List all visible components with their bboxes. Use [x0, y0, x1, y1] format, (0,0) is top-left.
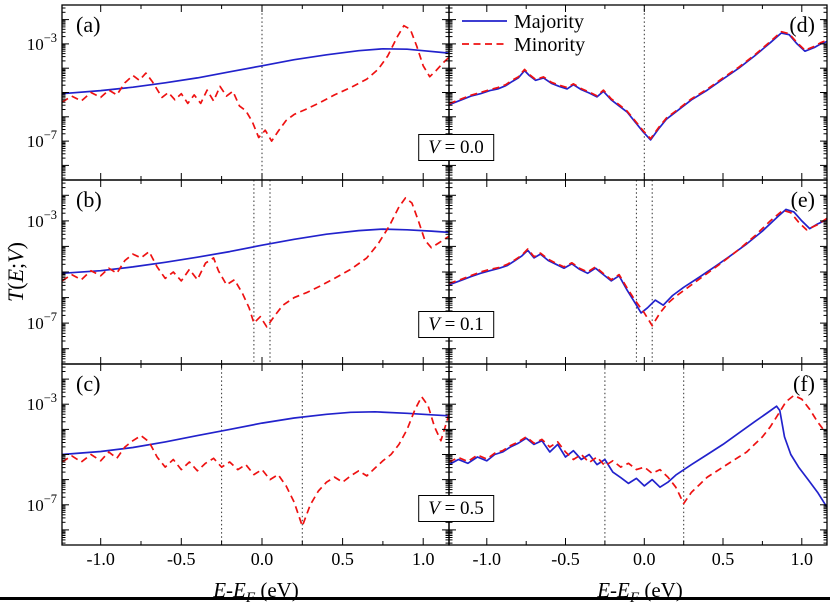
y-tick-label: 10−3	[27, 31, 57, 54]
panel-c: (c) 10−3 10−7 -1.0 -0.5 0.0 0.5 1.0	[27, 363, 450, 569]
y-tick-label: 10−7	[27, 492, 57, 515]
bias-label-v1: V = 0.1	[418, 311, 494, 338]
curve-minority-d	[448, 30, 828, 140]
curve-minority-b	[61, 197, 450, 328]
x-axis-title-left: E-EF (eV)	[213, 578, 299, 606]
curve-minority-f	[448, 394, 828, 505]
x-tick-label: 0.5	[331, 549, 354, 569]
panel-frame	[61, 4, 450, 181]
panel-letter: (f)	[793, 371, 815, 396]
x-tick-label: 0.5	[712, 549, 735, 569]
bias-label-v2: V = 0.5	[418, 495, 494, 522]
x-axis-title-right: E-EF (eV)	[597, 578, 683, 606]
panel-frame	[448, 179, 828, 365]
curve-majority-b	[61, 228, 450, 275]
x-tick-label: 1.0	[791, 549, 814, 569]
panel-e: (e)	[448, 179, 828, 365]
curve-majority-e	[448, 208, 828, 314]
curve-minority-a	[61, 24, 450, 142]
bottom-rule	[0, 597, 830, 600]
panel-letter: (e)	[791, 187, 815, 212]
x-tick-label: -1.0	[473, 549, 502, 569]
panel-frame	[61, 179, 450, 365]
curve-majority-f	[448, 405, 828, 508]
curve-minority-c	[61, 395, 450, 527]
y-tick-label: 10−7	[27, 310, 57, 333]
x-tick-label: 0.0	[633, 549, 656, 569]
panel-b: (b) 10−3 10−7	[27, 179, 450, 365]
x-tick-label: -0.5	[551, 549, 580, 569]
panel-frame	[448, 363, 828, 546]
bias-label-v0: V = 0.0	[418, 134, 494, 161]
y-tick-label: 10−3	[27, 391, 57, 414]
curve-majority-c	[61, 410, 450, 456]
panel-frame	[448, 4, 828, 181]
panel-letter: (a)	[76, 12, 100, 37]
x-tick-label: -1.0	[86, 549, 115, 569]
legend-label-minority: Minority	[514, 34, 585, 56]
panel-a: (a) 10−3 10−7	[27, 4, 450, 181]
legend-label-majority: Majority	[514, 11, 584, 33]
curve-minority-e	[448, 209, 828, 327]
y-tick-label: 10−7	[27, 128, 57, 151]
panel-letter: (b)	[76, 187, 102, 212]
curve-majority-a	[61, 47, 450, 95]
y-tick-label: 10−3	[27, 208, 57, 231]
panel-d: (d)	[448, 4, 828, 181]
panel-f: (f) -1.0 -0.5 0.0 0.5 1.0	[448, 363, 828, 569]
y-axis-title: T(E;V)	[3, 242, 28, 302]
x-tick-label: 1.0	[412, 549, 435, 569]
x-tick-label: 0.0	[251, 549, 274, 569]
x-tick-label: -0.5	[167, 549, 196, 569]
panel-letter: (d)	[789, 12, 815, 37]
panel-letter: (c)	[76, 371, 100, 396]
